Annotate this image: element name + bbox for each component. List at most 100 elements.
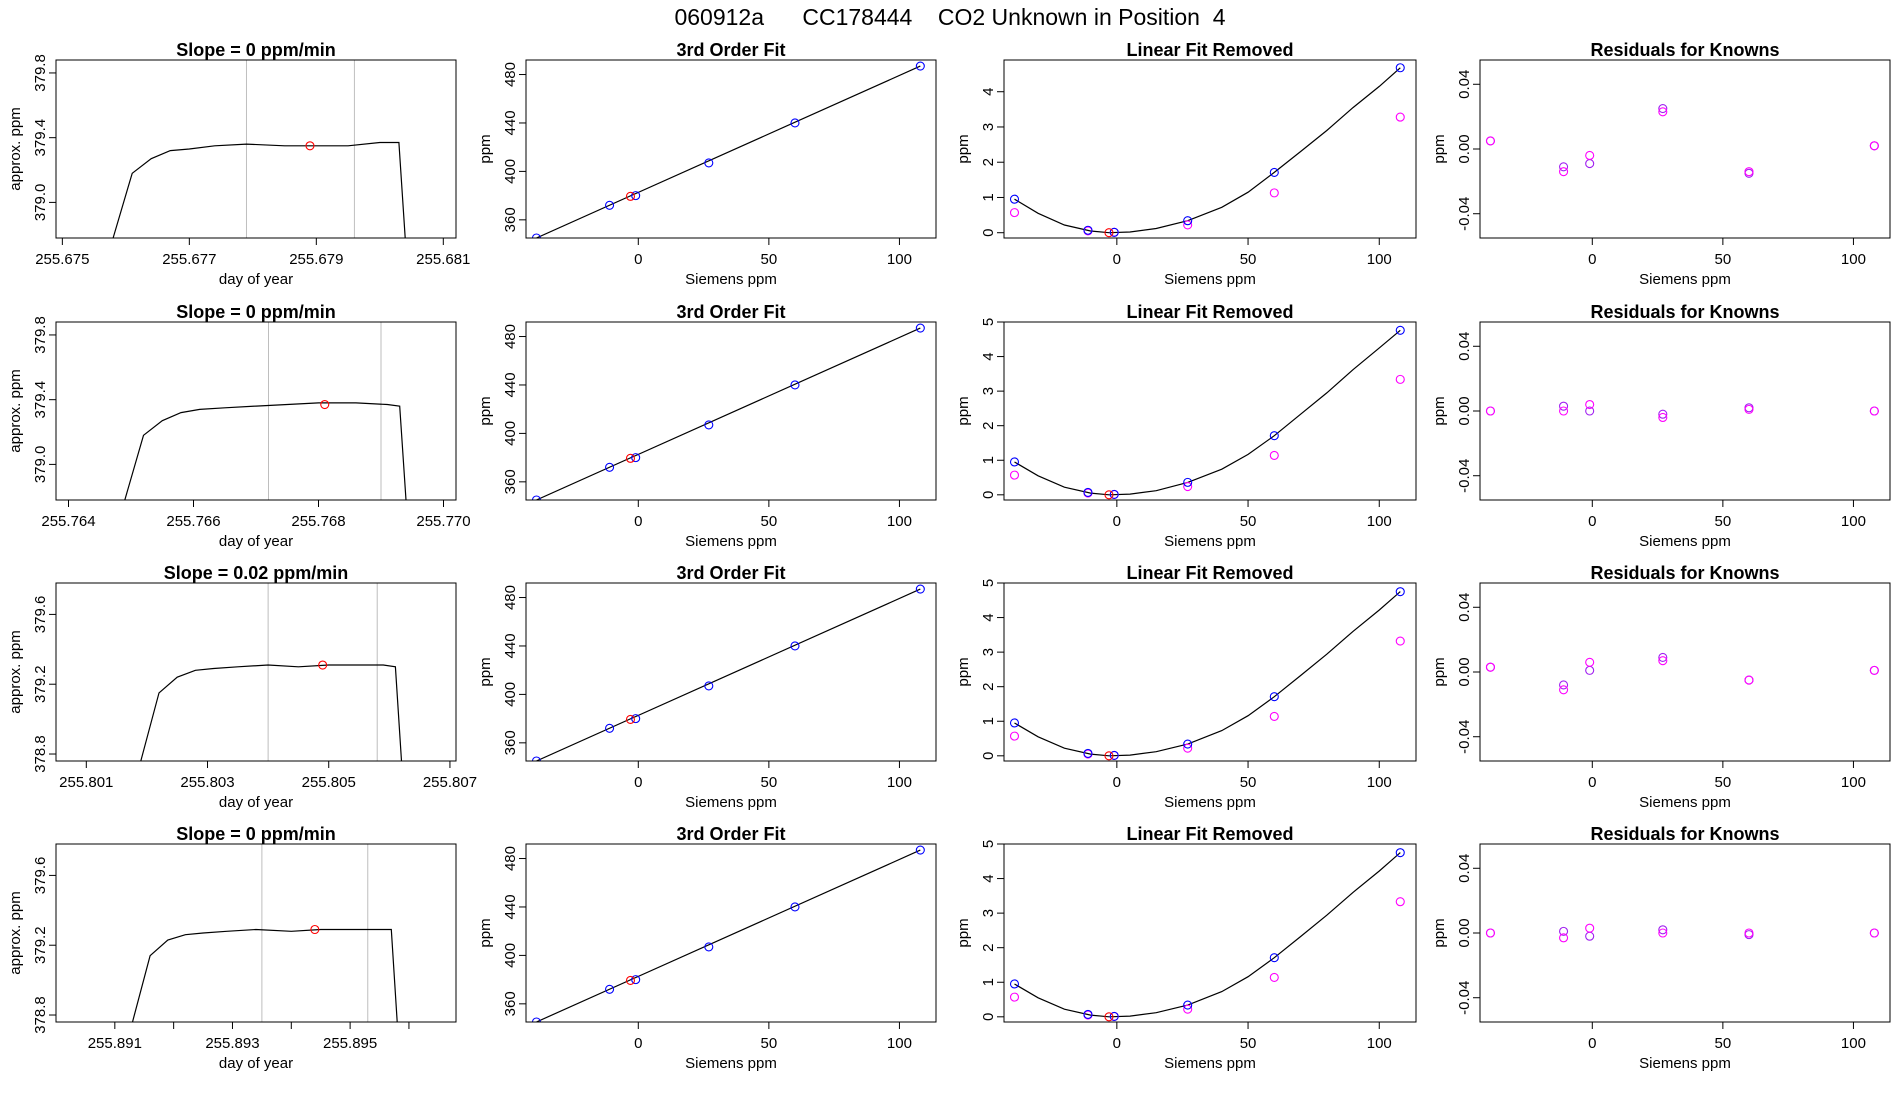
linear-removed-point — [1395, 897, 1405, 907]
x-axis-label: day of year — [219, 1055, 293, 1072]
unknown-sample-point — [625, 191, 636, 201]
row1-trace-panel: Slope = 0 ppm/min 255.675 255.677 255.679 25… — [7, 40, 470, 288]
known-standard-point — [1269, 692, 1279, 702]
fit-curve — [1014, 852, 1401, 1018]
y-tick-label: 0 — [980, 1013, 997, 1021]
residual-point — [1658, 409, 1668, 419]
row2-fit-panel: 3rd Order Fit 0 50 100 360 400 440 480 Siemens p… — [477, 302, 937, 550]
y-tick-label: 379.6 — [32, 857, 49, 895]
x-tick-label: 100 — [1841, 513, 1866, 530]
residual-point — [1485, 136, 1495, 146]
panel-title: Residuals for Knowns — [1590, 824, 1779, 844]
known-standard-point — [1009, 718, 1020, 728]
plot-frame — [1479, 843, 1891, 1023]
y-axis-label: approx. ppm — [7, 107, 24, 190]
plot-data — [1485, 923, 1879, 943]
x-axis-label: Siemens ppm — [685, 794, 777, 811]
x-tick-label: 255.801 — [59, 774, 113, 791]
y-axis-label: ppm — [477, 396, 494, 425]
y-axis-label: ppm — [955, 134, 972, 163]
y-tick-label: 379.4 — [32, 381, 49, 419]
fit-curve — [1014, 329, 1401, 496]
x-axis-label: Siemens ppm — [1164, 1055, 1256, 1072]
y-tick-label: 379.8 — [32, 316, 49, 354]
linear-removed-point — [1269, 711, 1279, 721]
y-tick-label: 5 — [980, 318, 997, 326]
y-axis-label: ppm — [477, 134, 494, 163]
x-tick-label: 0 — [634, 774, 642, 791]
plot-data — [1009, 325, 1405, 500]
residual-point — [1559, 406, 1569, 416]
x-tick-label: 255.675 — [35, 251, 89, 268]
plot-frame — [55, 321, 457, 501]
x-tick-label: 255.766 — [166, 513, 220, 530]
known-standard-point — [1183, 1000, 1193, 1010]
x-tick-label: 255.805 — [302, 774, 356, 791]
x-tick-label: 255.677 — [162, 251, 216, 268]
plot-frame — [1479, 321, 1891, 501]
residual-point — [1585, 406, 1595, 416]
x-tick-label: 50 — [761, 774, 778, 791]
linear-removed-point — [1395, 636, 1405, 646]
y-tick-label: 3 — [980, 909, 997, 917]
known-standard-point — [1109, 1011, 1119, 1022]
known-standard-point — [1269, 953, 1279, 963]
x-tick-label: 255.681 — [416, 251, 470, 268]
x-axis-label: day of year — [219, 533, 293, 550]
known-standard-point — [1269, 167, 1279, 177]
y-tick-label: 360 — [502, 469, 519, 494]
x-tick-label: 255.679 — [289, 251, 343, 268]
plot-data — [531, 584, 925, 761]
x-axis-label: Siemens ppm — [1164, 794, 1256, 811]
x-axis-label: day of year — [219, 271, 293, 288]
x-axis-label: Siemens ppm — [1639, 1055, 1731, 1072]
residual-point — [1869, 665, 1879, 675]
x-tick-label: 50 — [1240, 251, 1257, 268]
x-tick-label: 0 — [1588, 251, 1596, 268]
x-axis-label: Siemens ppm — [685, 271, 777, 288]
y-tick-label: 0.00 — [1456, 134, 1473, 163]
known-standard-point — [1183, 739, 1193, 749]
y-tick-label: 0.04 — [1456, 854, 1473, 883]
y-tick-label: 379.0 — [32, 446, 49, 484]
known-standard-point — [1183, 216, 1193, 226]
known-standard-point — [1009, 457, 1020, 467]
residual-point — [1744, 167, 1754, 177]
linear-removed-point — [1269, 972, 1279, 982]
panel-title: Slope = 0 ppm/min — [176, 302, 336, 322]
y-axis-label: ppm — [955, 918, 972, 947]
plot-frame — [525, 59, 937, 239]
y-tick-label: 0.00 — [1456, 396, 1473, 425]
known-standard-point — [704, 420, 714, 430]
plot-frame — [1003, 59, 1417, 239]
unknown-sample-point — [1104, 228, 1114, 238]
y-tick-label: 440 — [502, 894, 519, 919]
plot-data — [1009, 63, 1405, 238]
y-tick-label: 1 — [980, 456, 997, 464]
panel-title: Residuals for Knowns — [1590, 563, 1779, 583]
known-standard-point — [1395, 848, 1405, 858]
x-tick-label: 50 — [1715, 1035, 1732, 1052]
plot-data — [1485, 103, 1879, 178]
y-tick-label: 4 — [980, 613, 997, 621]
x-axis-label: day of year — [219, 794, 293, 811]
y-tick-label: -0.04 — [1456, 981, 1473, 1015]
x-tick-label: 100 — [1841, 1035, 1866, 1052]
y-tick-label: 0.04 — [1456, 332, 1473, 361]
known-standard-point — [1395, 63, 1405, 73]
plot-frame — [55, 843, 457, 1023]
fit-curve — [1014, 591, 1401, 757]
known-standard-point — [631, 191, 641, 201]
y-tick-label: 379.4 — [32, 119, 49, 157]
plot-data — [1485, 652, 1879, 695]
residual-point — [1585, 657, 1595, 667]
linear-removed-point — [1183, 1004, 1193, 1014]
y-tick-label: 0 — [980, 229, 997, 237]
y-tick-label: -0.04 — [1456, 720, 1473, 754]
selected-point-marker — [318, 660, 328, 670]
x-tick-label: 50 — [1715, 251, 1732, 268]
y-tick-label: 3 — [980, 123, 997, 131]
row1-linfit-panel: Linear Fit Removed 0 50 100 0 1 2 3 4 Siemens ppm… — [955, 40, 1417, 288]
x-tick-label: 100 — [887, 513, 912, 530]
y-tick-label: 5 — [980, 840, 997, 848]
